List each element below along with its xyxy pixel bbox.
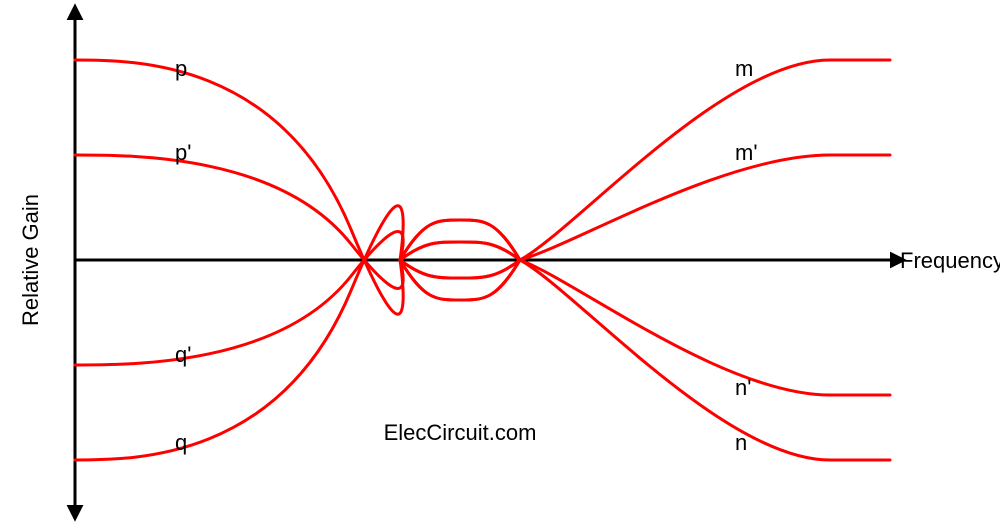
curve-label-m-prime: m' (735, 140, 758, 165)
curve-p (75, 60, 520, 314)
curve-n-prime (400, 260, 890, 395)
curve-label-p: p (175, 56, 187, 81)
curve-label-q-prime: q' (175, 342, 191, 367)
y-axis-label: Relative Gain (18, 194, 43, 326)
curve-q-prime (75, 232, 520, 365)
curve-m (400, 60, 890, 260)
curve-m-prime (400, 155, 890, 260)
watermark: ElecCircuit.com (384, 420, 537, 445)
curve-label-n: n (735, 430, 747, 455)
curve-label-q: q (175, 430, 187, 455)
x-axis-label: Frequency (900, 248, 1000, 273)
curve-label-p-prime: p' (175, 140, 191, 165)
curve-label-m: m (735, 56, 753, 81)
tone-control-chart: p p' q' q m m' n' n Frequency Relative Gain Ele… (0, 0, 1000, 523)
curve-p-prime (75, 155, 520, 288)
y-axis-arrowhead-top (67, 3, 84, 20)
curve-labels: p p' q' q m m' n' n (175, 56, 758, 455)
curve-label-n-prime: n' (735, 375, 751, 400)
y-axis-arrowhead-bottom (67, 505, 84, 522)
